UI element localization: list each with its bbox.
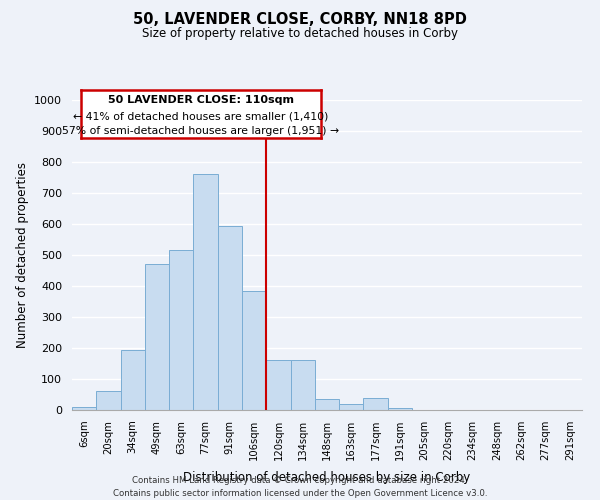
Text: Size of property relative to detached houses in Corby: Size of property relative to detached ho…: [142, 28, 458, 40]
Text: 50 LAVENDER CLOSE: 110sqm: 50 LAVENDER CLOSE: 110sqm: [108, 96, 294, 106]
Bar: [72, 407, 96, 410]
Bar: [169, 250, 193, 410]
Bar: [290, 360, 315, 410]
Bar: [218, 226, 242, 410]
Bar: [121, 350, 145, 410]
Bar: [145, 264, 169, 410]
Y-axis label: Number of detached properties: Number of detached properties: [16, 162, 29, 348]
Bar: [193, 174, 218, 410]
Bar: [388, 408, 412, 410]
Text: ← 41% of detached houses are smaller (1,410): ← 41% of detached houses are smaller (1,…: [73, 111, 329, 121]
Text: Contains HM Land Registry data © Crown copyright and database right 2024.
Contai: Contains HM Land Registry data © Crown c…: [113, 476, 487, 498]
Text: 57% of semi-detached houses are larger (1,951) →: 57% of semi-detached houses are larger (…: [62, 126, 340, 136]
X-axis label: Distribution of detached houses by size in Corby: Distribution of detached houses by size …: [184, 471, 470, 484]
Bar: [339, 404, 364, 410]
Bar: [315, 399, 339, 410]
Bar: [266, 360, 290, 410]
Bar: [242, 290, 266, 410]
Bar: [96, 392, 121, 410]
Bar: [364, 398, 388, 410]
Text: 50, LAVENDER CLOSE, CORBY, NN18 8PD: 50, LAVENDER CLOSE, CORBY, NN18 8PD: [133, 12, 467, 28]
